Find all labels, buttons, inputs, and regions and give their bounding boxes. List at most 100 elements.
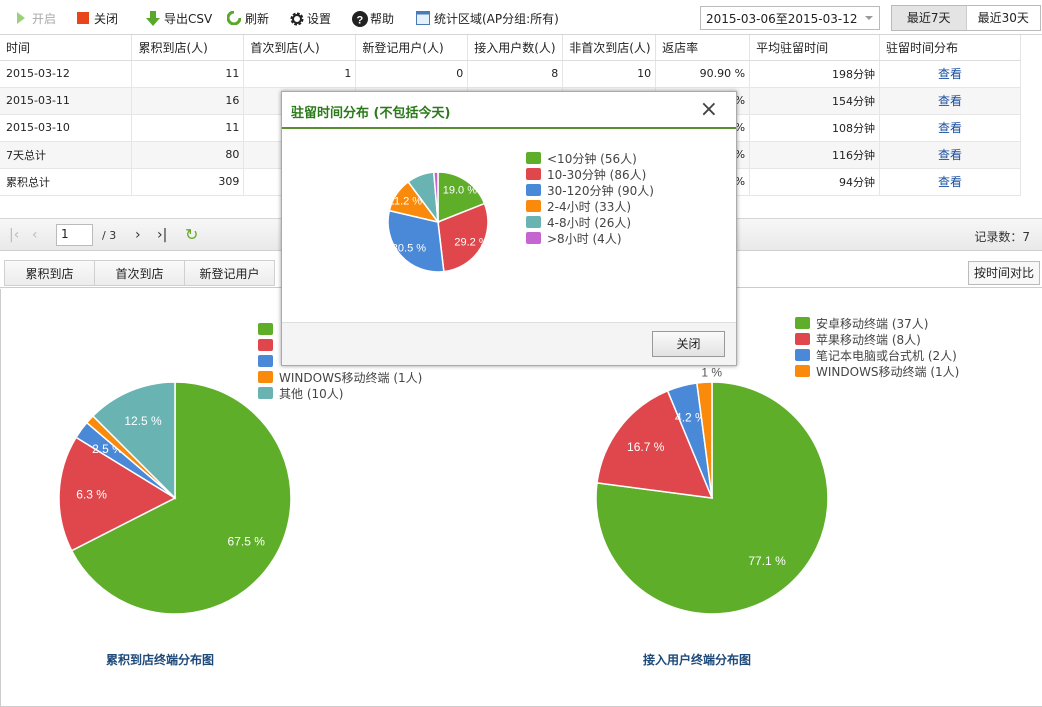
table-cell: 2015-03-12: [0, 60, 133, 88]
legend-label: 4-8小时 (26人): [547, 215, 632, 230]
table-cell: 94分钟: [749, 168, 881, 196]
table-cell: 查看: [879, 114, 1021, 142]
last-page-icon[interactable]: ›|: [157, 227, 168, 243]
legend-item: WINDOWS移动终端 (1人): [258, 369, 422, 385]
export-csv-button[interactable]: 导出CSV: [146, 9, 212, 27]
page-input[interactable]: 1: [56, 224, 93, 246]
pie-slice: [387, 209, 445, 273]
pie-slice: [91, 381, 176, 500]
pie-slice: [696, 381, 713, 499]
legend-label: <10分钟 (56人): [547, 151, 637, 166]
view-link[interactable]: 查看: [938, 121, 963, 135]
refresh-button[interactable]: 刷新: [226, 9, 269, 27]
view-link[interactable]: 查看: [938, 148, 963, 162]
last-7-days-button[interactable]: 最近7天: [892, 6, 967, 30]
compare-by-time-button[interactable]: 按时间对比: [967, 261, 1040, 285]
legend-swatch: [526, 184, 541, 196]
legend-swatch: [795, 333, 810, 345]
slice-label: 4.2 %: [675, 410, 706, 424]
cumulative-legend: WINDOWS移动终端 (1人) 其他 (10人): [258, 321, 422, 401]
column-header: 接入用户数(人): [467, 35, 564, 61]
first-page-icon[interactable]: |‹: [9, 227, 20, 243]
column-header: 时间: [0, 35, 133, 61]
table-cell: 查看: [879, 60, 1021, 88]
pie-slice: [58, 436, 177, 552]
view-link[interactable]: 查看: [938, 175, 963, 189]
view-link[interactable]: 查看: [938, 94, 963, 108]
table-cell: 90.90 %: [655, 60, 751, 88]
table-cell: 查看: [879, 141, 1021, 169]
date-range-select[interactable]: 2015-03-06至2015-03-12: [700, 6, 880, 30]
legend-swatch: [795, 349, 810, 361]
chevron-down-icon: [865, 16, 873, 24]
reload-icon[interactable]: ↻: [185, 225, 199, 244]
slice-label: 19.0 %: [443, 184, 477, 196]
column-header: 新登记用户(人): [355, 35, 469, 61]
legend-swatch: [526, 216, 541, 228]
toolbar: 开启 关闭 导出CSV 刷新 设置 ? 帮助 统计区域(AP分组:所有) 2015…: [0, 0, 1042, 35]
table-cell: 2015-03-10: [0, 114, 133, 142]
table-cell: 1: [243, 60, 357, 88]
legend-label: 苹果移动终端 (8人): [816, 332, 921, 347]
region-button[interactable]: 统计区域(AP分组:所有): [416, 9, 559, 27]
legend-item: [258, 337, 422, 353]
pie-slice: [595, 381, 829, 615]
legend-swatch: [258, 355, 273, 367]
legend-swatch: [526, 168, 541, 180]
column-header: 累积到店(人): [131, 35, 245, 61]
dialog-title: 驻留时间分布 (不包括今天): [291, 106, 451, 121]
column-header: 首次到店(人): [243, 35, 357, 61]
legend-item: 30-120分钟 (90人): [526, 182, 654, 198]
table-cell: 154分钟: [749, 87, 881, 115]
legend-swatch: [795, 365, 810, 377]
play-icon: [14, 11, 28, 25]
total-pages: / 3: [102, 229, 117, 242]
start-button[interactable]: 开启: [14, 9, 56, 27]
tab-cumulative[interactable]: 累积到店: [4, 260, 95, 286]
column-header: 非首次到店(人): [562, 35, 657, 61]
close-button[interactable]: 关闭: [76, 9, 118, 27]
help-icon: ?: [352, 11, 368, 27]
window-icon: [416, 11, 430, 25]
dwell-time-pie: 19.0 % 29.2 % 30.5 % 11.2 %: [387, 171, 489, 273]
next-page-icon[interactable]: ›: [135, 227, 141, 243]
legend-label: 2-4小时 (33人): [547, 199, 632, 214]
legend-label: >8小时 (4人): [547, 231, 622, 246]
legend-swatch: [795, 317, 810, 329]
legend-item: 4-8小时 (26人): [526, 214, 654, 230]
pie-slice: [437, 202, 489, 273]
table-cell: 80: [131, 141, 245, 169]
table-cell: 198分钟: [749, 60, 881, 88]
prev-page-icon[interactable]: ‹: [32, 227, 38, 243]
legend-swatch: [258, 371, 273, 383]
legend-label: 安卓移动终端 (37人): [816, 316, 929, 331]
legend-item: 笔记本电脑或台式机 (2人): [795, 347, 959, 363]
legend-item: <10分钟 (56人): [526, 150, 654, 166]
legend-swatch: [258, 323, 273, 335]
tab-new-registered[interactable]: 新登记用户: [184, 260, 275, 286]
last-30-days-button[interactable]: 最近30天: [977, 11, 1029, 25]
settings-button[interactable]: 设置: [289, 9, 331, 27]
view-link[interactable]: 查看: [938, 67, 963, 81]
legend-item: [258, 353, 422, 369]
legend-item: >8小时 (4人): [526, 230, 654, 246]
column-header: 驻留时间分布: [879, 35, 1021, 61]
tab-first-visit[interactable]: 首次到店: [94, 260, 185, 286]
slice-label: 1 %: [701, 365, 722, 379]
dwell-time-legend: <10分钟 (56人) 10-30分钟 (86人) 30-120分钟 (90人) 2-…: [526, 150, 654, 246]
close-icon[interactable]: ×: [699, 97, 718, 122]
cumulative-chart-title: 累积到店终端分布图: [106, 653, 215, 667]
legend-swatch: [258, 339, 273, 351]
table-cell: 7天总计: [0, 141, 133, 169]
legend-item: 苹果移动终端 (8人): [795, 331, 959, 347]
access-terminal-pie: 77.1 % 16.7 % 4.2 % 1 %: [595, 365, 829, 615]
help-button[interactable]: ? 帮助: [352, 9, 394, 27]
table-cell: 11: [131, 114, 245, 142]
dialog-close-button[interactable]: 关闭: [652, 331, 725, 357]
column-header: 返店率: [655, 35, 751, 61]
dialog-footer: 关闭: [282, 322, 736, 365]
dialog-header: 驻留时间分布 (不包括今天) ×: [282, 92, 736, 129]
table-cell: 累积总计: [0, 168, 133, 196]
stop-icon: [76, 11, 90, 25]
pie-slice: [596, 389, 714, 499]
